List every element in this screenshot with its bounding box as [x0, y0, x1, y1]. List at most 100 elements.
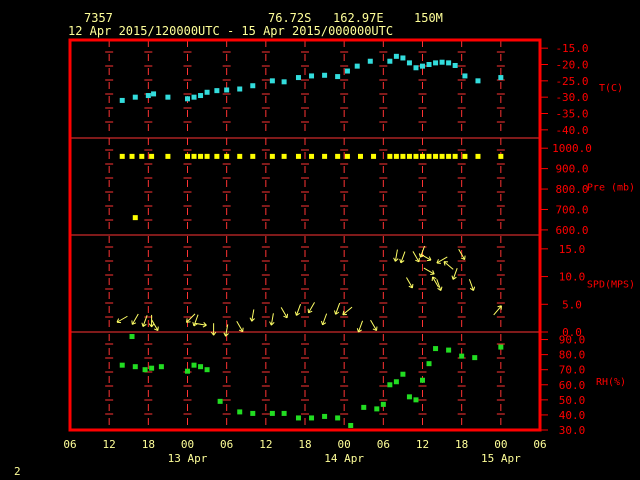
temperature-point — [198, 93, 204, 99]
wind-arrow-head — [320, 320, 324, 326]
wind-arrow-head — [432, 270, 435, 275]
wind-arrow-shaft — [295, 304, 301, 316]
wind-arrow-shaft — [419, 245, 426, 258]
wind-arrow-shaft — [225, 324, 229, 337]
pressure-point — [139, 153, 145, 159]
wind-arrow-shaft — [116, 315, 128, 323]
temperature-point — [446, 60, 452, 66]
wind-arrow-head — [440, 286, 443, 291]
wind-arrow-shaft — [342, 306, 353, 316]
wind-arrow-head — [469, 287, 474, 291]
humidity-point — [361, 404, 367, 410]
pressure-point — [119, 153, 125, 159]
wind-arrow-head — [408, 285, 413, 289]
temperature-point — [281, 79, 287, 85]
pressure-point — [269, 153, 275, 159]
temperature-point — [452, 62, 458, 68]
wind-arrow-head — [443, 261, 446, 266]
y-tick-label: -40.0 — [555, 124, 588, 137]
wind-arrow-head — [193, 323, 198, 327]
pressure-point — [185, 153, 190, 159]
humidity-point — [204, 367, 210, 373]
temperature-point — [426, 62, 432, 67]
x-tick-label: 12 — [416, 438, 429, 451]
wind-arrow-shaft — [236, 321, 244, 332]
y-tick-label: 30.0 — [559, 424, 586, 437]
wind-arrow-head — [151, 323, 155, 328]
pressure-point — [433, 153, 439, 159]
wind-arrow-shaft — [280, 307, 288, 319]
humidity-point — [498, 344, 504, 350]
temperature-point — [335, 74, 341, 80]
pressure-point — [498, 153, 504, 159]
wind-arrow-head — [451, 275, 454, 280]
humidity-point — [459, 353, 465, 359]
temperature-point — [119, 97, 125, 103]
pressure-point — [224, 153, 230, 159]
temperature-point — [250, 83, 256, 89]
temperature-point — [191, 94, 197, 100]
temperature-point — [132, 94, 138, 100]
wind-arrow-head — [210, 331, 215, 336]
wind-arrow-shaft — [357, 320, 364, 333]
wind-arrow-head — [428, 256, 432, 261]
humidity-point — [400, 371, 406, 377]
humidity-point — [185, 368, 190, 374]
temperature-point — [387, 58, 393, 64]
wind-arrow-shaft — [270, 313, 274, 326]
wind-arrow-head — [249, 317, 253, 322]
humidity-point — [406, 394, 412, 400]
y-tick-label: 50.0 — [559, 394, 586, 407]
station-coordinates: 76.72S 162.97E — [268, 11, 384, 25]
wind-arrow-shaft — [493, 305, 502, 316]
wind-arrow-head — [186, 321, 191, 323]
humidity-point — [335, 415, 341, 421]
wind-arrow-head — [154, 328, 159, 332]
temperature-point — [322, 72, 328, 78]
wind-arrow-shaft — [420, 253, 432, 261]
wind-arrow-head — [334, 310, 337, 315]
temperature-point — [433, 60, 439, 66]
x-tick-label: 06 — [533, 438, 546, 451]
pressure-point — [335, 153, 341, 159]
wind-arrow-head — [342, 310, 345, 315]
wind-arrow-head — [394, 258, 399, 262]
humidity-point — [446, 347, 452, 353]
x-tick-label: 12 — [103, 438, 116, 451]
wind-arrow-shaft — [412, 251, 420, 263]
y-tick-label: 40.0 — [559, 409, 586, 422]
date-label: 14 Apr — [324, 452, 364, 465]
pressure-point — [344, 153, 350, 159]
temperature-point — [237, 86, 243, 92]
wind-arrow-shaft — [436, 256, 448, 264]
wind-arrow-head — [238, 329, 243, 333]
wind-arrow-head — [356, 328, 359, 333]
wind-arrow-shaft — [436, 279, 442, 291]
wind-arrow-shaft — [142, 315, 148, 327]
humidity-point — [132, 364, 138, 370]
humidity-point — [142, 367, 148, 373]
wind-arrow-head — [322, 322, 327, 326]
wind-arrow-head — [223, 332, 227, 337]
wind-arrow-head — [415, 259, 420, 263]
temperature-point — [354, 63, 360, 69]
temperature-point — [204, 89, 210, 95]
wind-arrow-head — [399, 258, 402, 263]
humidity-point — [198, 364, 204, 370]
wind-arrow-shaft — [432, 276, 439, 288]
temperature-point — [462, 73, 468, 79]
wind-arrow-head — [436, 259, 439, 264]
y-tick-label: 800.0 — [555, 183, 588, 196]
wind-arrow-head — [269, 321, 272, 326]
temperature-point — [439, 59, 445, 65]
humidity-point — [393, 379, 399, 385]
temperature-point — [498, 75, 504, 81]
temperature-point — [367, 58, 373, 64]
x-tick-label: 18 — [142, 438, 155, 451]
y-tick-label: 700.0 — [555, 203, 588, 216]
humidity-point — [237, 409, 243, 415]
date-label: 15 Apr — [481, 452, 521, 465]
y-tick-label: 0.0 — [562, 326, 582, 339]
y-tick-label: 600.0 — [555, 224, 588, 237]
y-tick-label: 1000.0 — [552, 142, 592, 155]
